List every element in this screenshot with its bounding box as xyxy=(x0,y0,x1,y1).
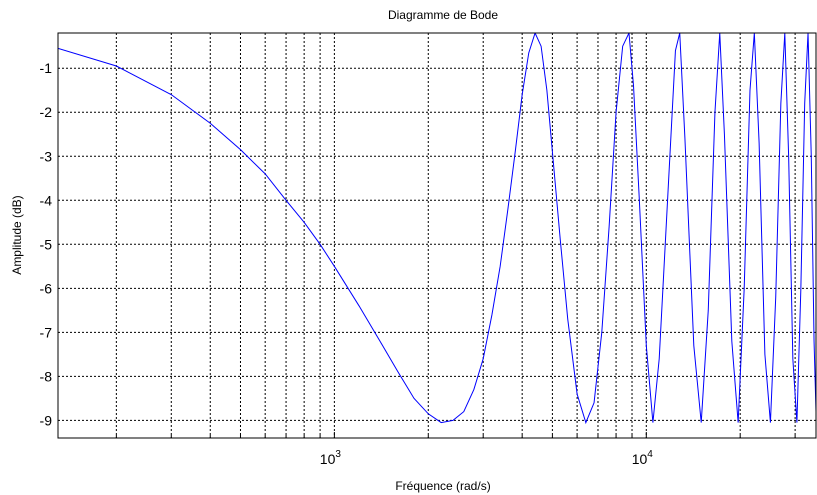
chart-title: Diagramme de Bode xyxy=(388,8,498,22)
y-tick-labels: -1 -2 -3 -4 -5 -6 -7 -8 -9 xyxy=(40,60,53,428)
y-tick-label: -1 xyxy=(40,60,53,76)
grid xyxy=(58,33,816,438)
y-axis-label: Amplitude (dB) xyxy=(10,195,24,274)
y-tick-label: -9 xyxy=(40,412,53,428)
y-tick-label: -5 xyxy=(40,236,53,252)
y-tick-label: -4 xyxy=(40,192,53,208)
y-tick-label: -7 xyxy=(40,324,53,340)
y-tick-label: -3 xyxy=(40,148,53,164)
amplitude-curve xyxy=(58,33,816,425)
x-tick-labels: 103 104 xyxy=(320,449,653,467)
y-tick-label: -6 xyxy=(40,280,53,296)
y-tick-label: -2 xyxy=(40,104,53,120)
x-tick-label: 104 xyxy=(632,449,654,467)
x-tick-label: 103 xyxy=(320,449,342,467)
x-axis-label: Fréquence (rad/s) xyxy=(395,479,490,493)
y-tick-label: -8 xyxy=(40,368,53,384)
plot-frame xyxy=(57,32,817,439)
